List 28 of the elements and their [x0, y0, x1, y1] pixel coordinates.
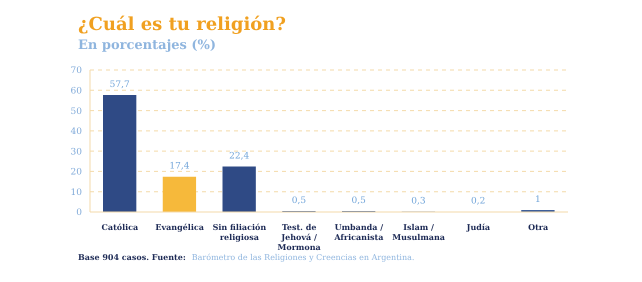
y-tick-label: 40	[70, 127, 82, 138]
x-tick-label: Judía	[466, 222, 490, 232]
data-label: 57,7	[110, 80, 130, 90]
text: Barómetro de las Religiones y Creencias en Argentina.	[192, 253, 414, 262]
data-label: 0,5	[352, 196, 366, 206]
x-tick-label: Umbanda / Africanista	[333, 222, 384, 242]
y-tick-label: 60	[70, 86, 82, 96]
data-label: 0,5	[292, 196, 306, 206]
y-tick-label: 0	[76, 208, 82, 218]
y-tick-label: 10	[70, 188, 82, 198]
x-tick-label: Sin filiación religiosa	[212, 222, 266, 242]
data-label: 22,4	[229, 152, 250, 162]
chart-title: ¿Cuál es tu religión?	[78, 14, 286, 35]
x-tick-label: Islam / Musulmana	[392, 222, 445, 242]
x-tick-label: Evangélica	[155, 222, 204, 232]
x-tick-label: Católica	[102, 222, 138, 232]
x-tick-label: Test. de Jehová / Mormona	[278, 222, 321, 252]
data-label: 1	[535, 194, 541, 205]
text: Base 904 casos. Fuente:	[78, 252, 186, 262]
y-tick-label: 30	[70, 147, 82, 158]
x-tick-label: Otra	[528, 222, 548, 232]
y-tick-label: 50	[70, 106, 82, 117]
data-label: 17,4	[169, 162, 190, 172]
data-label: 0,3	[411, 196, 426, 206]
chart-subtitle: En porcentajes (%)	[78, 38, 216, 53]
y-tick-label: 70	[70, 66, 82, 76]
y-tick-label: 20	[70, 168, 82, 178]
data-label: 0,2	[471, 196, 486, 207]
